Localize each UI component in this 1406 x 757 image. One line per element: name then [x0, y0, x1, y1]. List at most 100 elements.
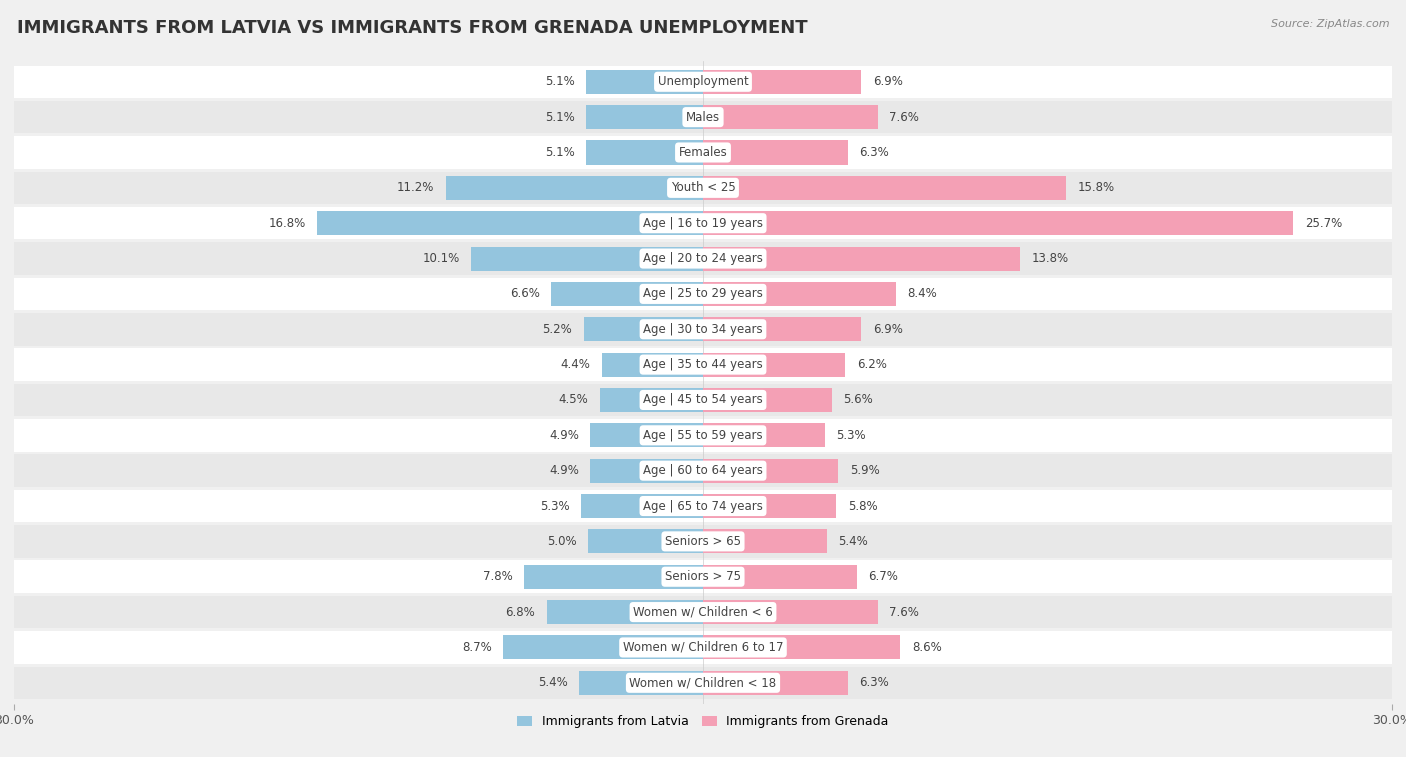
- Text: Women w/ Children < 6: Women w/ Children < 6: [633, 606, 773, 618]
- Bar: [703, 529, 827, 553]
- Bar: [703, 317, 862, 341]
- Bar: [703, 388, 831, 412]
- Text: Age | 16 to 19 years: Age | 16 to 19 years: [643, 217, 763, 229]
- Text: 4.4%: 4.4%: [561, 358, 591, 371]
- Text: 7.6%: 7.6%: [889, 111, 920, 123]
- Text: Males: Males: [686, 111, 720, 123]
- Bar: [703, 176, 1066, 200]
- Text: 16.8%: 16.8%: [269, 217, 305, 229]
- Text: Age | 35 to 44 years: Age | 35 to 44 years: [643, 358, 763, 371]
- Text: 5.2%: 5.2%: [543, 322, 572, 336]
- Bar: [14, 172, 1392, 204]
- Bar: [14, 419, 1392, 452]
- Legend: Immigrants from Latvia, Immigrants from Grenada: Immigrants from Latvia, Immigrants from …: [512, 710, 894, 733]
- Text: 6.8%: 6.8%: [506, 606, 536, 618]
- Text: 25.7%: 25.7%: [1305, 217, 1341, 229]
- Bar: [588, 529, 703, 553]
- Bar: [703, 565, 856, 589]
- Text: 4.9%: 4.9%: [550, 464, 579, 477]
- Bar: [14, 278, 1392, 310]
- Bar: [703, 671, 848, 695]
- Text: 5.4%: 5.4%: [537, 676, 568, 690]
- Bar: [524, 565, 703, 589]
- Bar: [14, 490, 1392, 522]
- Bar: [703, 353, 845, 377]
- Bar: [591, 459, 703, 483]
- Text: 5.8%: 5.8%: [848, 500, 877, 512]
- Text: Women w/ Children 6 to 17: Women w/ Children 6 to 17: [623, 641, 783, 654]
- Text: 5.0%: 5.0%: [547, 535, 576, 548]
- Text: IMMIGRANTS FROM LATVIA VS IMMIGRANTS FROM GRENADA UNEMPLOYMENT: IMMIGRANTS FROM LATVIA VS IMMIGRANTS FRO…: [17, 19, 807, 37]
- Text: 5.3%: 5.3%: [540, 500, 569, 512]
- Bar: [586, 105, 703, 129]
- Text: 8.6%: 8.6%: [912, 641, 942, 654]
- Bar: [703, 635, 900, 659]
- Text: Age | 20 to 24 years: Age | 20 to 24 years: [643, 252, 763, 265]
- Bar: [703, 494, 837, 518]
- Bar: [581, 494, 703, 518]
- Bar: [703, 70, 862, 94]
- Text: 6.7%: 6.7%: [869, 570, 898, 583]
- Text: 8.4%: 8.4%: [907, 288, 938, 301]
- Bar: [703, 211, 1294, 235]
- Bar: [14, 242, 1392, 275]
- Text: Age | 25 to 29 years: Age | 25 to 29 years: [643, 288, 763, 301]
- Text: Source: ZipAtlas.com: Source: ZipAtlas.com: [1271, 19, 1389, 29]
- Bar: [703, 105, 877, 129]
- Text: Age | 45 to 54 years: Age | 45 to 54 years: [643, 394, 763, 407]
- Bar: [318, 211, 703, 235]
- Bar: [703, 423, 825, 447]
- Text: 8.7%: 8.7%: [463, 641, 492, 654]
- Bar: [14, 348, 1392, 381]
- Text: 6.3%: 6.3%: [859, 676, 889, 690]
- Text: Youth < 25: Youth < 25: [671, 182, 735, 195]
- Bar: [471, 247, 703, 270]
- Bar: [599, 388, 703, 412]
- Text: 5.1%: 5.1%: [544, 146, 575, 159]
- Text: Seniors > 75: Seniors > 75: [665, 570, 741, 583]
- Bar: [579, 671, 703, 695]
- Bar: [703, 141, 848, 164]
- Bar: [586, 141, 703, 164]
- Text: Age | 65 to 74 years: Age | 65 to 74 years: [643, 500, 763, 512]
- Bar: [703, 600, 877, 624]
- Text: 5.9%: 5.9%: [851, 464, 880, 477]
- Text: 7.6%: 7.6%: [889, 606, 920, 618]
- Text: 11.2%: 11.2%: [396, 182, 434, 195]
- Bar: [14, 384, 1392, 416]
- Text: 6.3%: 6.3%: [859, 146, 889, 159]
- Bar: [503, 635, 703, 659]
- Text: Unemployment: Unemployment: [658, 75, 748, 89]
- Text: 5.1%: 5.1%: [544, 75, 575, 89]
- Text: Age | 55 to 59 years: Age | 55 to 59 years: [643, 428, 763, 442]
- Bar: [14, 560, 1392, 593]
- Text: Women w/ Children < 18: Women w/ Children < 18: [630, 676, 776, 690]
- Bar: [591, 423, 703, 447]
- Text: Seniors > 65: Seniors > 65: [665, 535, 741, 548]
- Bar: [703, 459, 838, 483]
- Text: 6.6%: 6.6%: [510, 288, 540, 301]
- Bar: [14, 313, 1392, 345]
- Bar: [583, 317, 703, 341]
- Bar: [586, 70, 703, 94]
- Text: 10.1%: 10.1%: [422, 252, 460, 265]
- Bar: [14, 207, 1392, 239]
- Text: 6.2%: 6.2%: [856, 358, 887, 371]
- Bar: [14, 66, 1392, 98]
- Bar: [602, 353, 703, 377]
- Bar: [14, 666, 1392, 699]
- Text: 7.8%: 7.8%: [482, 570, 512, 583]
- Bar: [703, 247, 1019, 270]
- Text: Age | 60 to 64 years: Age | 60 to 64 years: [643, 464, 763, 477]
- Bar: [547, 600, 703, 624]
- Bar: [14, 525, 1392, 558]
- Bar: [14, 101, 1392, 133]
- Text: 13.8%: 13.8%: [1032, 252, 1069, 265]
- Bar: [14, 454, 1392, 487]
- Text: 5.4%: 5.4%: [838, 535, 869, 548]
- Bar: [551, 282, 703, 306]
- Text: 6.9%: 6.9%: [873, 75, 903, 89]
- Text: Females: Females: [679, 146, 727, 159]
- Text: 5.6%: 5.6%: [844, 394, 873, 407]
- Text: 6.9%: 6.9%: [873, 322, 903, 336]
